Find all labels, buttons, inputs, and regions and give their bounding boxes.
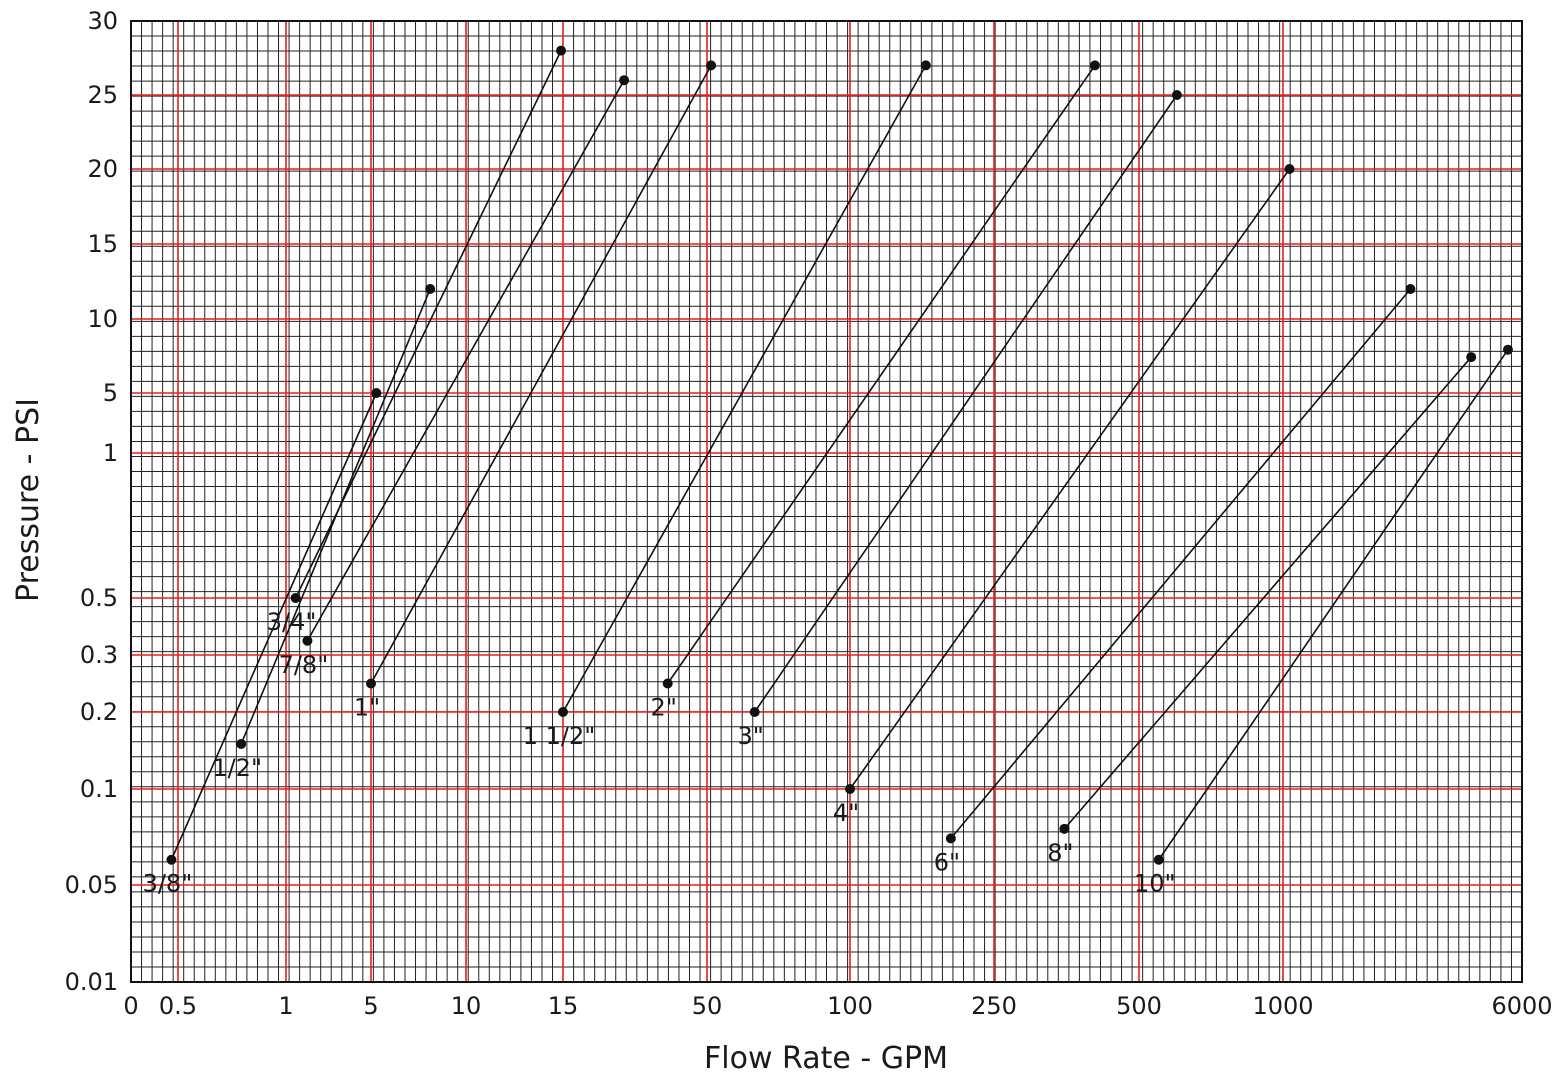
series-start-point (1153, 854, 1164, 865)
series-label: 1" (354, 694, 380, 722)
series-end-point (706, 60, 717, 71)
x-tick-label: 1000 (1252, 992, 1313, 1020)
x-tick-label: 6000 (1491, 992, 1552, 1020)
series-label: 1 1/2" (523, 722, 596, 750)
series-start-point (662, 678, 673, 689)
x-tick-label: 0.5 (159, 992, 197, 1020)
series-start-point (236, 738, 247, 749)
series-end-point (371, 388, 382, 398)
series-start-point (749, 707, 760, 717)
series-label: 8" (1047, 839, 1073, 867)
series-line: 10" (1134, 344, 1513, 898)
series-segment (170, 392, 378, 861)
x-tick-label: 1 (278, 992, 293, 1020)
series-layer: 3/8" 1/2" 3/4" 7/8" 1" 1 1/2" 2" 3" 4" 6" 8" 10" (143, 45, 1513, 898)
series-start-point (845, 784, 855, 794)
x-tick-label: 50 (692, 992, 723, 1020)
series-end-point (1171, 90, 1182, 100)
x-tick-label: 0 (123, 992, 138, 1020)
y-tick-label: 0.05 (65, 871, 118, 899)
plot-frame (130, 20, 1523, 983)
series-start-point (945, 833, 956, 844)
y-tick-label: 10 (87, 305, 118, 333)
x-tick-label: 15 (548, 992, 579, 1020)
y-tick-label: 25 (87, 81, 118, 109)
minor-grid (130, 20, 1523, 983)
series-label: 6" (934, 848, 960, 876)
x-tick-label: 100 (827, 992, 873, 1020)
series-start-point (558, 707, 568, 717)
series-label: 3/8" (143, 870, 193, 898)
series-label: 4" (833, 799, 859, 827)
series-segment (950, 288, 1412, 839)
series-line: 3/8" (143, 388, 382, 898)
x-axis-title: Flow Rate - GPM (704, 1041, 948, 1075)
x-tick-label: 500 (1116, 992, 1162, 1020)
series-label: 3" (738, 722, 764, 750)
y-tick-label: 0.2 (80, 698, 118, 726)
series-end-point (619, 75, 630, 86)
y-tick-label: 0.1 (80, 775, 118, 803)
series-line: 2" (651, 60, 1100, 722)
series-segment (562, 65, 927, 713)
series-end-point (920, 60, 931, 71)
series-label: 10" (1134, 870, 1176, 898)
y-tick-label: 0.3 (80, 641, 118, 669)
series-line: 1" (354, 60, 717, 722)
series-end-point (1502, 344, 1513, 355)
series-end-point (425, 284, 436, 294)
series-end-point (1466, 352, 1477, 363)
y-tick-label: 0.01 (65, 968, 118, 996)
x-tick-labels: 0 0.5 1 5 10 15 50 100 250 500 1000 6000 (123, 992, 1552, 1020)
y-tick-label: 15 (87, 230, 118, 258)
series-line: 8" (1047, 352, 1477, 867)
series-start-point (1059, 823, 1070, 834)
series-label: 3/4" (267, 608, 317, 636)
series-line: 1 1/2" (523, 60, 931, 750)
series-start-point (302, 635, 313, 646)
series-segment (754, 94, 1178, 713)
y-tick-label: 0.5 (80, 584, 118, 612)
series-segment (294, 50, 562, 599)
y-tick-label: 1 (103, 439, 118, 467)
series-end-point (1089, 60, 1100, 71)
series-start-point (166, 854, 177, 865)
x-tick-label: 250 (971, 992, 1017, 1020)
series-label: 2" (651, 694, 677, 722)
series-end-point (556, 45, 567, 56)
y-tick-label: 5 (103, 379, 118, 407)
series-line: 3" (738, 90, 1182, 750)
series-label: 1/2" (212, 754, 262, 782)
series-segment (1158, 349, 1509, 861)
series-segment (1063, 356, 1472, 830)
x-tick-label: 5 (363, 992, 378, 1020)
y-tick-label: 30 (87, 7, 118, 35)
series-start-point (366, 678, 376, 689)
series-line: 7/8" (279, 75, 630, 679)
series-segment (849, 168, 1291, 790)
y-axis-title: Pressure - PSI (11, 398, 46, 602)
x-tick-label: 10 (451, 992, 482, 1020)
series-segment (370, 65, 712, 684)
series-start-point (290, 593, 301, 603)
series-line: 1/2" (212, 284, 436, 782)
series-segment (667, 64, 1096, 684)
series-end-point (1284, 164, 1295, 174)
series-end-point (1405, 284, 1416, 294)
series-line: 6" (934, 284, 1416, 876)
y-tick-label: 20 (87, 155, 118, 183)
series-segment (306, 79, 625, 642)
series-line: 4" (833, 164, 1295, 827)
series-label: 7/8" (279, 651, 329, 679)
series-line: 3/4" (267, 45, 567, 636)
